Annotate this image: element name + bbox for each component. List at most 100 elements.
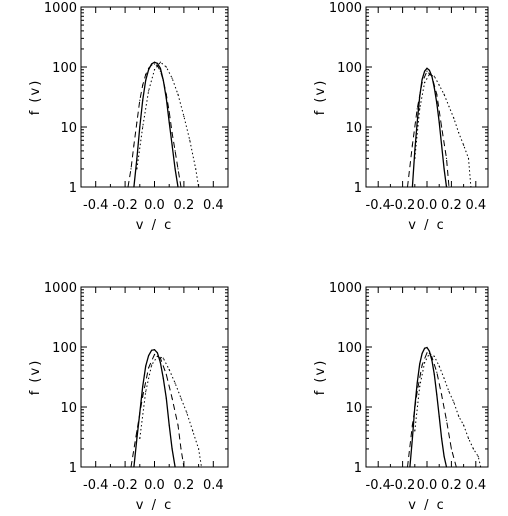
y-axis-title: f (v) bbox=[313, 359, 328, 396]
data-point-dotted bbox=[448, 105, 450, 108]
data-point-solid bbox=[142, 99, 144, 101]
data-point-solid bbox=[421, 352, 423, 355]
data-point-solid bbox=[133, 186, 135, 188]
x-tick-label: 0.2 bbox=[441, 198, 462, 213]
data-point-dotted bbox=[414, 430, 416, 432]
data-point-solid bbox=[151, 63, 153, 65]
data-point-dotted bbox=[139, 437, 141, 439]
data-point-dotted bbox=[433, 75, 435, 77]
data-point-dashed bbox=[411, 424, 413, 426]
data-point-solid bbox=[414, 150, 416, 152]
data-point-dashed bbox=[455, 466, 457, 468]
chart-panel-top-left: 1 10 100 1000 -0.4 -0.2 0.0 0.2 0.4 v / c f (v) bbox=[28, 1, 229, 233]
data-point-dashed bbox=[145, 73, 147, 76]
data-point-dashed bbox=[153, 63, 156, 65]
y-tick-label: 1000 bbox=[44, 281, 77, 296]
x-tick-label: 0.0 bbox=[144, 198, 165, 213]
data-point-solid bbox=[136, 157, 138, 159]
y-tick-label: 1 bbox=[69, 461, 77, 476]
x-tick-label: 0.4 bbox=[203, 198, 224, 213]
data-point-solid bbox=[441, 437, 443, 439]
data-point-dotted bbox=[142, 126, 144, 128]
data-point-solid bbox=[426, 346, 428, 349]
data-point-solid bbox=[148, 69, 150, 71]
x-axis-title: v / c bbox=[136, 218, 174, 233]
x-tick-label: -0.2 bbox=[390, 198, 415, 213]
series-line-dotted bbox=[414, 73, 472, 188]
data-point-dashed bbox=[153, 353, 156, 356]
data-point-solid bbox=[159, 67, 161, 69]
data-point-solid bbox=[445, 186, 448, 188]
data-point-dashed bbox=[174, 150, 176, 152]
data-point-solid bbox=[445, 466, 448, 468]
data-point-dotted bbox=[148, 90, 150, 92]
data-point-dotted bbox=[151, 364, 153, 366]
data-point-solid bbox=[428, 69, 430, 71]
data-point-dotted bbox=[177, 93, 179, 95]
data-point-dotted bbox=[448, 391, 450, 393]
data-point-dotted bbox=[174, 382, 176, 384]
data-point-dashed bbox=[441, 394, 443, 396]
data-point-dotted bbox=[180, 397, 182, 399]
data-point-dashed bbox=[436, 371, 438, 373]
data-point-dotted bbox=[467, 157, 470, 159]
data-point-solid bbox=[436, 394, 438, 396]
data-point-solid bbox=[428, 350, 430, 352]
data-point-solid bbox=[441, 144, 443, 146]
x-tick-label: 0.2 bbox=[174, 198, 195, 213]
data-point-dashed bbox=[168, 111, 170, 113]
data-point-dotted bbox=[458, 415, 460, 417]
data-point-solid bbox=[411, 437, 413, 439]
plot-frame bbox=[80, 286, 229, 468]
data-point-dashed bbox=[411, 144, 413, 146]
data-point-dotted bbox=[480, 466, 482, 468]
data-point-dashed bbox=[151, 64, 153, 66]
x-tick-label: 0.0 bbox=[144, 478, 165, 493]
x-tick-label: 0.2 bbox=[174, 478, 195, 493]
data-point-dotted bbox=[419, 108, 421, 110]
data-point-dotted bbox=[463, 424, 465, 426]
data-point-dotted bbox=[198, 186, 200, 188]
y-tick-label: 1 bbox=[69, 181, 77, 196]
data-point-solid bbox=[177, 186, 179, 188]
data-point-dashed bbox=[416, 391, 418, 393]
data-point-dashed bbox=[445, 419, 448, 421]
data-point-solid bbox=[443, 455, 445, 457]
data-point-dashed bbox=[127, 186, 129, 188]
y-axis-title: f (v) bbox=[28, 79, 43, 116]
data-point-dashed bbox=[136, 430, 138, 432]
data-point-dashed bbox=[171, 397, 173, 399]
data-point-solid bbox=[436, 102, 438, 104]
data-point-solid bbox=[168, 424, 170, 426]
data-point-dotted bbox=[136, 168, 138, 170]
series-line-dotted bbox=[139, 355, 202, 468]
data-point-dotted bbox=[145, 391, 147, 393]
x-tick-label: 0.4 bbox=[465, 478, 486, 493]
data-point-solid bbox=[438, 121, 440, 123]
data-point-dotted bbox=[443, 377, 445, 379]
data-point-dashed bbox=[177, 168, 179, 170]
x-tick-label: -0.4 bbox=[366, 198, 391, 213]
x-axis-title: v / c bbox=[408, 218, 446, 233]
data-point-dashed bbox=[406, 466, 409, 468]
data-point-dashed bbox=[441, 126, 443, 128]
data-point-dashed bbox=[180, 448, 182, 450]
y-tick-label: 1 bbox=[354, 461, 362, 476]
data-point-dashed bbox=[130, 168, 132, 170]
data-point-dashed bbox=[133, 144, 135, 146]
data-point-dotted bbox=[472, 448, 474, 450]
data-point-dashed bbox=[165, 93, 167, 95]
data-point-dotted bbox=[165, 66, 167, 68]
x-tick-label: 0.4 bbox=[203, 478, 224, 493]
series-line-dotted bbox=[414, 352, 482, 468]
data-point-dotted bbox=[186, 412, 188, 414]
data-point-dashed bbox=[159, 70, 161, 72]
data-point-solid bbox=[433, 373, 435, 375]
data-point-dashed bbox=[448, 186, 450, 188]
x-tick-label: 0.0 bbox=[417, 198, 438, 213]
x-axis-title: v / c bbox=[136, 498, 174, 513]
x-axis-title: v / c bbox=[408, 498, 446, 513]
data-point-solid bbox=[145, 79, 147, 81]
data-point-dashed bbox=[159, 357, 161, 359]
x-tick-label: -0.4 bbox=[366, 478, 391, 493]
